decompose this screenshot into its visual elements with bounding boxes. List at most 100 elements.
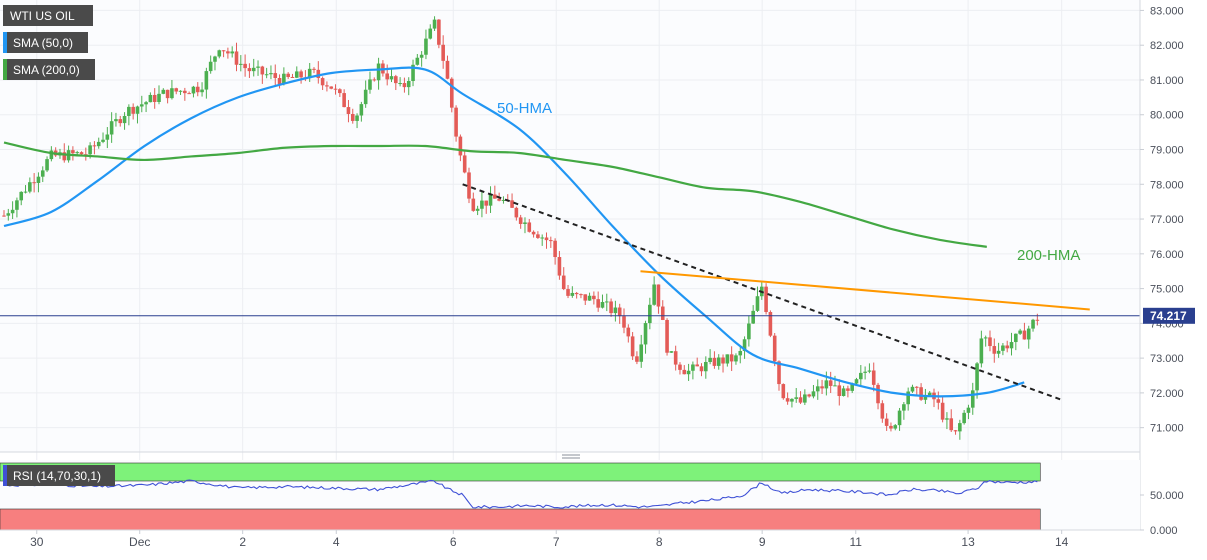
candle [299, 69, 303, 84]
legend-rsi[interactable]: RSI (14,70,30,1) [3, 465, 115, 486]
candle [333, 84, 338, 95]
candle [742, 336, 747, 359]
candle [208, 55, 213, 74]
candle [708, 349, 712, 365]
candle [6, 208, 11, 221]
candle [867, 363, 872, 374]
candle [738, 345, 743, 364]
candle [660, 300, 665, 321]
candle [394, 74, 398, 91]
candle [411, 59, 415, 87]
candle [811, 384, 816, 399]
time-tick-label: 6 [450, 535, 457, 549]
candle [467, 167, 471, 204]
time-tick-label: Dec [129, 535, 150, 549]
candle [294, 66, 299, 79]
price-axis[interactable]: 71.00072.00073.00074.00075.00076.00077.0… [1139, 0, 1195, 530]
candle [747, 315, 751, 347]
price-tick-label: 81.000 [1150, 75, 1184, 87]
candle [152, 88, 157, 109]
last-price-value: 74.217 [1150, 309, 1187, 323]
candle [630, 332, 635, 361]
legend-sma200-label: SMA (200,0) [13, 63, 80, 77]
candle [79, 151, 84, 155]
last-price-tag-bg [1143, 307, 1195, 324]
candle [764, 283, 768, 315]
candle [828, 371, 833, 394]
legend-sma200-bg [3, 59, 95, 80]
candle [979, 330, 984, 368]
candle [566, 284, 570, 299]
candle [325, 81, 329, 92]
candle [531, 230, 536, 238]
candle [286, 72, 290, 79]
candle [10, 201, 15, 219]
candle [949, 409, 954, 433]
price-tick-label: 79.000 [1150, 145, 1184, 157]
candle [32, 173, 36, 193]
panel-resize-handle[interactable] [562, 454, 580, 459]
candle [639, 334, 644, 368]
candle [699, 363, 704, 377]
candle [419, 51, 424, 67]
candle [445, 55, 450, 80]
candle [441, 35, 445, 69]
candle [579, 293, 583, 299]
candle [118, 115, 123, 127]
candle [902, 402, 906, 420]
candle [678, 362, 682, 375]
rsi-panel[interactable]: 0.000 50.000 [0, 460, 1184, 537]
candle [613, 300, 618, 322]
candle [781, 383, 786, 400]
candle [36, 172, 41, 193]
candle [549, 236, 553, 248]
candle [243, 54, 247, 77]
price-panel[interactable]: 50-HMA 200-HMA [0, 0, 1140, 530]
candle [230, 46, 234, 58]
candle [471, 192, 476, 212]
candle [514, 206, 519, 221]
rsi-oversold-band [0, 508, 1041, 531]
candle [40, 166, 45, 183]
legend-symbol[interactable]: WTI US OIL [3, 5, 93, 26]
candle [131, 103, 135, 120]
candle [669, 351, 674, 353]
legend-symbol-bg [3, 5, 93, 26]
candle [213, 55, 217, 71]
time-axis[interactable]: Nov30Dec246789111314 [0, 529, 1140, 549]
candle [536, 231, 540, 239]
candle [389, 69, 394, 83]
time-tick-label: 11 [850, 535, 863, 549]
candle [2, 210, 6, 217]
candle [592, 291, 596, 305]
rsi-tick-label: 0.000 [1150, 525, 1178, 537]
candle [897, 407, 902, 431]
candle [790, 398, 794, 408]
legend-sma50[interactable]: SMA (50,0) [3, 32, 88, 53]
candle [251, 58, 256, 77]
rsi-tick-label: 50.000 [1150, 490, 1184, 502]
candle [854, 377, 859, 385]
candle [734, 353, 738, 365]
time-tick-label: 30 [30, 535, 44, 549]
candle [122, 112, 127, 130]
candle [19, 191, 24, 206]
candle [290, 73, 295, 78]
candle [406, 77, 411, 96]
candle [652, 276, 656, 306]
candle [480, 191, 484, 218]
candle [914, 386, 919, 396]
candle [716, 354, 721, 370]
candle [940, 395, 945, 423]
legend-rsi-label: RSI (14,70,30,1) [13, 469, 101, 483]
candle [449, 77, 454, 113]
legend-sma200[interactable]: SMA (200,0) [3, 59, 95, 80]
candle [910, 384, 915, 393]
candle [884, 413, 889, 431]
candle [355, 113, 359, 129]
last-price-tag: 74.217 [1143, 307, 1195, 324]
candle [28, 177, 32, 194]
candle [320, 76, 325, 91]
